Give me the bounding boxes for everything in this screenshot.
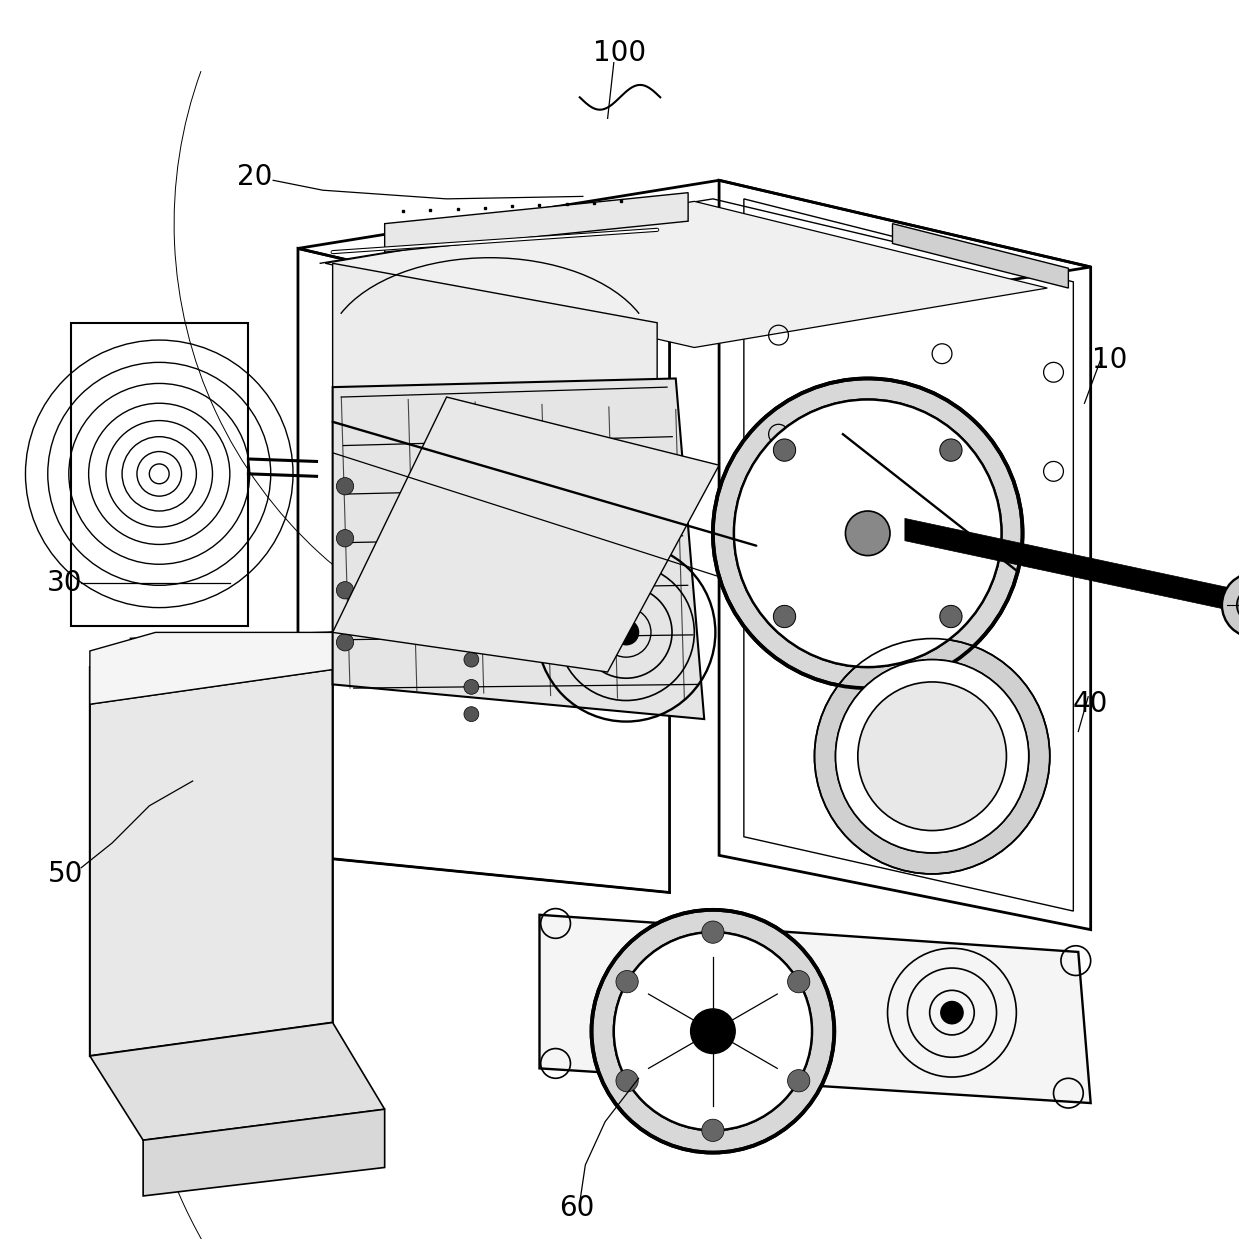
Circle shape bbox=[713, 378, 1023, 688]
Circle shape bbox=[614, 620, 639, 645]
Circle shape bbox=[614, 932, 812, 1131]
Circle shape bbox=[336, 477, 353, 495]
Circle shape bbox=[702, 921, 724, 944]
Circle shape bbox=[1221, 573, 1240, 637]
Circle shape bbox=[734, 399, 1002, 667]
Circle shape bbox=[702, 1120, 724, 1142]
Polygon shape bbox=[893, 223, 1069, 288]
Circle shape bbox=[858, 682, 1007, 831]
Circle shape bbox=[836, 660, 1029, 853]
Circle shape bbox=[1236, 588, 1240, 622]
Text: 20: 20 bbox=[237, 162, 273, 191]
Circle shape bbox=[815, 639, 1050, 874]
Circle shape bbox=[774, 605, 796, 627]
Polygon shape bbox=[905, 518, 1240, 618]
Circle shape bbox=[464, 707, 479, 722]
Circle shape bbox=[336, 582, 353, 599]
Circle shape bbox=[787, 971, 810, 993]
Circle shape bbox=[846, 511, 890, 556]
Text: 60: 60 bbox=[559, 1194, 594, 1223]
Circle shape bbox=[774, 439, 796, 461]
Polygon shape bbox=[130, 632, 332, 1029]
Circle shape bbox=[591, 910, 835, 1153]
Polygon shape bbox=[539, 915, 1091, 1104]
Circle shape bbox=[940, 439, 962, 461]
Circle shape bbox=[336, 634, 353, 651]
Polygon shape bbox=[89, 1023, 384, 1141]
Polygon shape bbox=[89, 632, 332, 704]
Polygon shape bbox=[384, 192, 688, 252]
Polygon shape bbox=[89, 632, 332, 1056]
Polygon shape bbox=[143, 1110, 384, 1195]
Polygon shape bbox=[332, 263, 657, 471]
Polygon shape bbox=[325, 201, 1048, 347]
Text: 50: 50 bbox=[47, 859, 83, 888]
Text: 40: 40 bbox=[1073, 691, 1109, 718]
Circle shape bbox=[336, 529, 353, 547]
Circle shape bbox=[464, 680, 479, 694]
Text: 10: 10 bbox=[1091, 346, 1127, 374]
Text: 100: 100 bbox=[594, 38, 646, 67]
Circle shape bbox=[616, 971, 639, 993]
Circle shape bbox=[787, 1070, 810, 1092]
Circle shape bbox=[464, 652, 479, 667]
Circle shape bbox=[941, 1002, 963, 1024]
Text: 30: 30 bbox=[47, 569, 83, 596]
Polygon shape bbox=[89, 632, 332, 704]
Polygon shape bbox=[332, 378, 704, 719]
Circle shape bbox=[691, 1009, 735, 1054]
Circle shape bbox=[616, 1070, 639, 1092]
Polygon shape bbox=[332, 397, 719, 672]
Circle shape bbox=[940, 605, 962, 627]
